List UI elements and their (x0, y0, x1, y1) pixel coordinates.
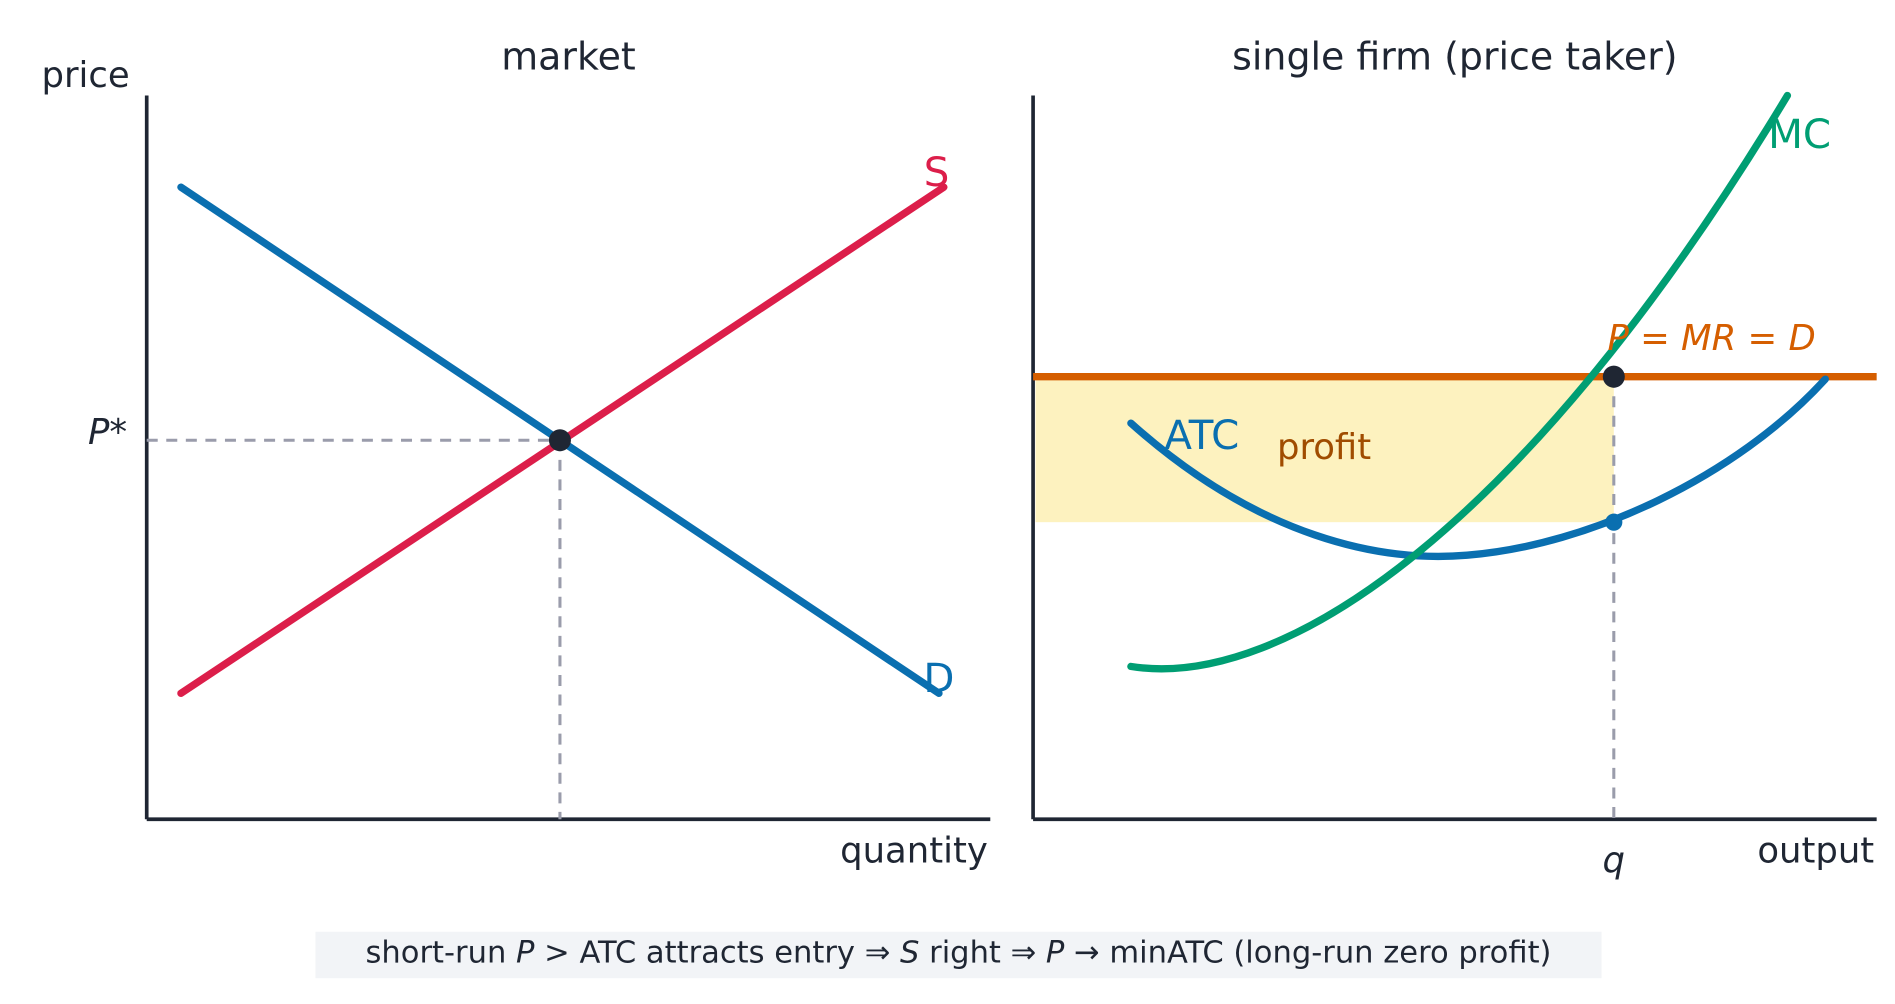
curve-label: ATC (1164, 412, 1239, 459)
firm-panel: single firm (price taker) output MC ATC … (1031, 34, 1877, 881)
panel-title: single firm (price taker) (1232, 34, 1677, 78)
curve-label: D (923, 655, 954, 702)
quantity-label: q (1603, 840, 1626, 881)
panel-title: market (501, 34, 635, 78)
curve-label: S (924, 149, 950, 196)
caption-part: > ATC attracts entry ⇒ (534, 935, 900, 970)
atc-point (1605, 513, 1623, 531)
caption-part: right ⇒ (919, 935, 1045, 970)
mc-curve (1127, 91, 1792, 673)
caption-part: S (900, 935, 919, 970)
profit-area (1035, 379, 1614, 523)
market-panel: market price quantity S D P* (41, 34, 991, 871)
axis-label: output (1757, 830, 1874, 871)
price-label: P* (88, 412, 127, 453)
equilibrium-point (1602, 365, 1625, 388)
curve-label: MC (1768, 111, 1831, 158)
caption-part: → minATC (long-run zero profit) (1064, 935, 1551, 970)
equilibrium-point (548, 429, 571, 452)
caption-box (315, 931, 1602, 979)
caption-part: P (516, 935, 535, 970)
caption-part: P (1046, 935, 1065, 970)
caption: short-run P > ATC attracts entry ⇒ S rig… (366, 935, 1552, 970)
atc-curve (1127, 375, 1829, 561)
price-line-label: P = MR = D (1607, 318, 1815, 359)
caption-part: short-run (366, 935, 517, 970)
axis-label: price (41, 55, 129, 96)
profit-label: profit (1277, 427, 1371, 468)
axis-label: quantity (840, 830, 988, 871)
